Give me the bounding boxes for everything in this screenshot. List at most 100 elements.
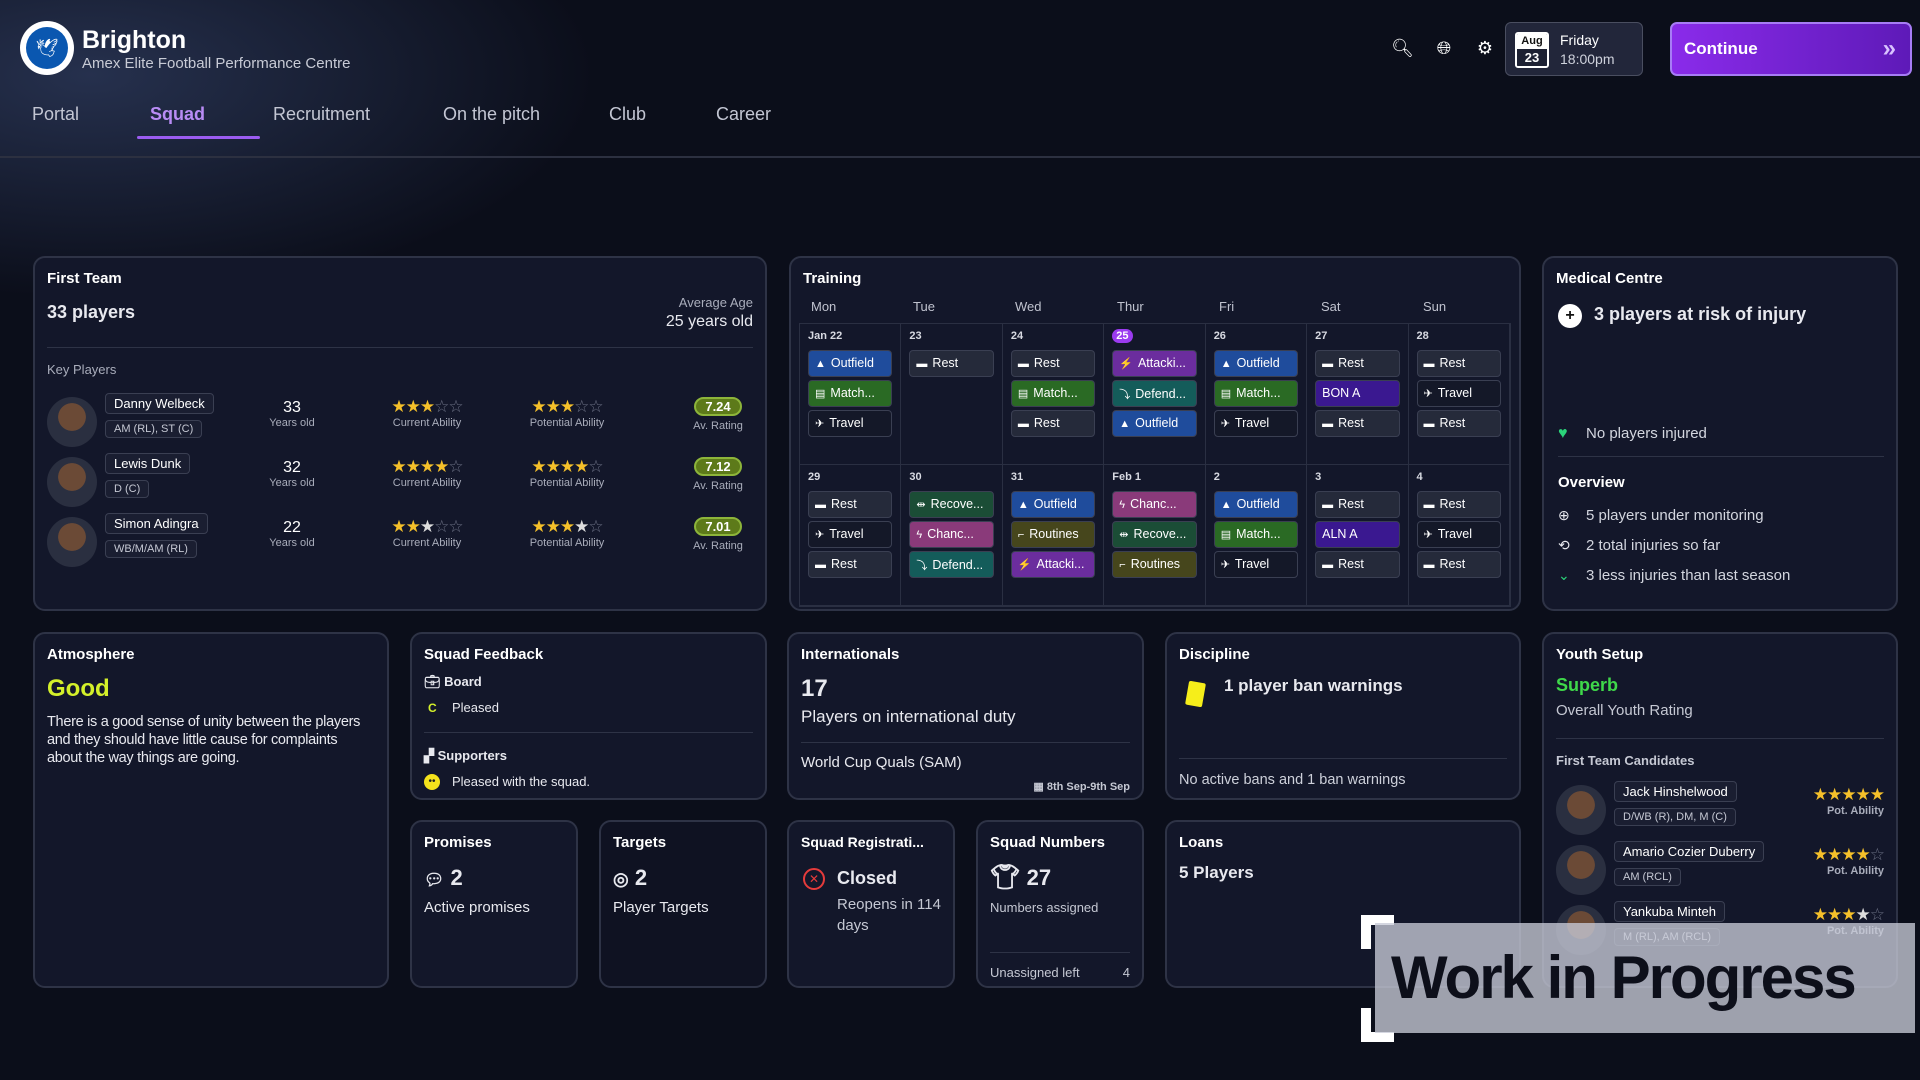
- training-session-rest[interactable]: ▬ Rest: [808, 551, 893, 578]
- training-session-match[interactable]: ▤ Match...: [1010, 380, 1096, 407]
- tab-on-the-pitch[interactable]: On the pitch: [443, 104, 541, 124]
- training-session-fixture[interactable]: BON A: [1315, 380, 1400, 407]
- player-name[interactable]: Amario Cozier Duberry: [1614, 841, 1765, 862]
- training-session-rest[interactable]: ▬ Rest: [1315, 491, 1400, 518]
- training-session-routines[interactable]: ⌐ Routines: [1112, 551, 1197, 578]
- training-session-rest[interactable]: ▬ Rest: [1416, 410, 1501, 437]
- globe-icon[interactable]: 🌐︎: [1436, 38, 1452, 58]
- training-session-match[interactable]: ▤ Match...: [1213, 521, 1299, 548]
- day-date: 26: [1214, 330, 1298, 350]
- average-age-label: Average Age: [678, 295, 753, 310]
- training-session-travel[interactable]: ✈ Travel: [1213, 410, 1299, 437]
- youth-candidate-row[interactable]: Jack Hinshelwood D/WB (R), DM, M (C) ★★★…: [1556, 781, 1885, 839]
- training-session-attacking[interactable]: ⚡ Attacki...: [1112, 350, 1197, 377]
- training-session-rest[interactable]: ▬ Rest: [1315, 410, 1400, 437]
- header-glow: [0, 0, 600, 300]
- training-session-chance[interactable]: ϟ Chanc...: [1112, 491, 1197, 518]
- tab-club[interactable]: Club: [609, 104, 647, 124]
- training-session-rest[interactable]: ▬ Rest: [1010, 410, 1096, 437]
- training-day[interactable]: 3 ▬ Rest ALN A ▬ Rest: [1307, 465, 1409, 605]
- divider: [47, 347, 753, 348]
- player-name[interactable]: Yankuba Minteh: [1614, 901, 1725, 922]
- squad-feedback-card[interactable]: Squad Feedback 💼︎ Board C Pleased ▞ Supp…: [410, 632, 767, 800]
- internationals-card[interactable]: Internationals 17 Players on internation…: [787, 632, 1144, 800]
- promises-card[interactable]: Promises 💬︎ 2 Active promises: [410, 820, 578, 988]
- training-session-defending[interactable]: ⤵ Defend...: [909, 551, 994, 578]
- training-session-recovery[interactable]: ⇹ Recove...: [1112, 521, 1197, 548]
- key-player-row[interactable]: Danny Welbeck AM (RL), ST (C) 33 Years ol…: [47, 393, 753, 451]
- squad-numbers-card[interactable]: Squad Numbers 👕︎ 27 Numbers assigned Una…: [976, 820, 1144, 988]
- game-date[interactable]: Aug 23 Friday 18:00pm: [1505, 22, 1643, 76]
- training-card[interactable]: Training Mon Tue Wed Thur Fri Sat Sun Jan 22 ▲ O…: [789, 256, 1521, 611]
- training-session-outfield[interactable]: ▲ Outfield: [808, 350, 893, 377]
- training-session-match[interactable]: ▤ Match...: [1213, 380, 1299, 407]
- search-icon[interactable]: 🔍︎: [1391, 38, 1414, 58]
- player-name[interactable]: Lewis Dunk: [105, 453, 191, 474]
- continue-button[interactable]: Continue »: [1670, 22, 1912, 76]
- training-session-recovery[interactable]: ⇹ Recove...: [909, 491, 994, 518]
- training-session-match[interactable]: ▤ Match...: [808, 380, 893, 407]
- training-session-chance[interactable]: ϟ Chanc...: [909, 521, 994, 548]
- training-session-fixture[interactable]: ALN A: [1315, 521, 1400, 548]
- rest-icon: ▬: [1322, 499, 1334, 511]
- training-session-rest[interactable]: ▬ Rest: [808, 491, 893, 518]
- atmosphere-card[interactable]: Atmosphere Good There is a good sense of…: [33, 632, 389, 988]
- divider: [424, 732, 753, 733]
- training-day[interactable]: 30 ⇹ Recove... ϟ Chanc... ⤵ Defend...: [901, 465, 1003, 605]
- training-session-outfield[interactable]: ▲ Outfield: [1010, 491, 1096, 518]
- targets-card[interactable]: Targets ◎ 2 Player Targets: [599, 820, 767, 988]
- training-session-attacking[interactable]: ⚡ Attacki...: [1010, 551, 1096, 578]
- training-session-outfield[interactable]: ▲ Outfield: [1213, 350, 1299, 377]
- training-session-travel[interactable]: ✈ Travel: [1213, 551, 1299, 578]
- discipline-card[interactable]: Discipline 1 player ban warnings No acti…: [1165, 632, 1521, 800]
- training-day[interactable]: 29 ▬ Rest ✈ Travel ▬ Rest: [800, 465, 902, 605]
- training-day[interactable]: 28 ▬ Rest ✈ Travel ▬ Rest: [1409, 324, 1510, 464]
- training-day[interactable]: 24 ▬ Rest ▤ Match... ▬ Rest: [1003, 324, 1105, 464]
- training-day[interactable]: 2 ▲ Outfield ▤ Match... ✈ Travel: [1206, 465, 1308, 605]
- session-label: Chanc...: [927, 527, 974, 541]
- training-day[interactable]: Jan 22 ▲ Outfield ▤ Match... ✈ Travel: [800, 324, 902, 464]
- training-session-defending[interactable]: ⤵ Defend...: [1112, 380, 1197, 407]
- day-header: Wed: [1015, 299, 1042, 314]
- training-session-rest[interactable]: ▬ Rest: [1416, 551, 1501, 578]
- youth-setup-card[interactable]: Youth Setup Superb Overall Youth Rating …: [1542, 632, 1898, 988]
- training-session-travel[interactable]: ✈ Travel: [1416, 380, 1501, 407]
- training-session-rest[interactable]: ▬ Rest: [1416, 491, 1501, 518]
- first-team-card[interactable]: First Team 33 players Average Age 25 yea…: [33, 256, 767, 611]
- training-day[interactable]: 25 ⚡ Attacki... ⤵ Defend... ▲ Outfield: [1104, 324, 1206, 464]
- training-day[interactable]: 31 ▲ Outfield ⌐ Routines ⚡ Attacki...: [1003, 465, 1105, 605]
- player-name[interactable]: Simon Adingra: [105, 513, 208, 534]
- medical-centre-card[interactable]: Medical Centre + 3 players at risk of in…: [1542, 256, 1898, 611]
- youth-candidate-row[interactable]: Amario Cozier Duberry AM (RCL) ★★★★☆ Pot.…: [1556, 841, 1885, 899]
- session-label: Outfield: [1135, 416, 1179, 430]
- training-day[interactable]: 27 ▬ Rest BON A ▬ Rest: [1307, 324, 1409, 464]
- tab-career[interactable]: Career: [716, 104, 772, 124]
- training-session-rest[interactable]: ▬ Rest: [1416, 350, 1501, 377]
- training-session-travel[interactable]: ✈ Travel: [808, 521, 893, 548]
- training-day[interactable]: Feb 1 ϟ Chanc... ⇹ Recove... ⌐ Routines: [1104, 465, 1206, 605]
- board-feedback: Pleased: [452, 700, 499, 715]
- training-session-travel[interactable]: ✈ Travel: [1416, 521, 1501, 548]
- training-day[interactable]: 4 ▬ Rest ✈ Travel ▬ Rest: [1409, 465, 1510, 605]
- tab-squad[interactable]: Squad: [150, 104, 206, 124]
- squad-registration-card[interactable]: Squad Registrati... ✕ Closed Reopens in …: [787, 820, 955, 988]
- player-name[interactable]: Danny Welbeck: [105, 393, 214, 414]
- tab-recruitment[interactable]: Recruitment: [273, 104, 371, 124]
- training-session-rest[interactable]: ▬ Rest: [1010, 350, 1096, 377]
- training-session-routines[interactable]: ⌐ Routines: [1010, 521, 1096, 548]
- training-session-outfield[interactable]: ▲ Outfield: [1213, 491, 1299, 518]
- gear-icon[interactable]: ⚙: [1476, 38, 1494, 58]
- key-player-row[interactable]: Simon Adingra WB/M/AM (RL) 22 Years old ★…: [47, 513, 753, 571]
- tab-portal[interactable]: Portal: [32, 104, 80, 124]
- training-day[interactable]: 26 ▲ Outfield ▤ Match... ✈ Travel: [1206, 324, 1308, 464]
- training-session-travel[interactable]: ✈ Travel: [808, 410, 893, 437]
- training-session-rest[interactable]: ▬ Rest: [909, 350, 994, 377]
- training-session-rest[interactable]: ▬ Rest: [1315, 551, 1400, 578]
- candidates-label: First Team Candidates: [1556, 753, 1695, 768]
- date-label: Jan 22: [808, 330, 843, 342]
- player-name[interactable]: Jack Hinshelwood: [1614, 781, 1737, 802]
- training-day[interactable]: 23 ▬ Rest: [901, 324, 1003, 464]
- key-player-row[interactable]: Lewis Dunk D (C) 32 Years old ★★★★☆ Curren…: [47, 453, 753, 511]
- training-session-outfield[interactable]: ▲ Outfield: [1112, 410, 1197, 437]
- training-session-rest[interactable]: ▬ Rest: [1315, 350, 1400, 377]
